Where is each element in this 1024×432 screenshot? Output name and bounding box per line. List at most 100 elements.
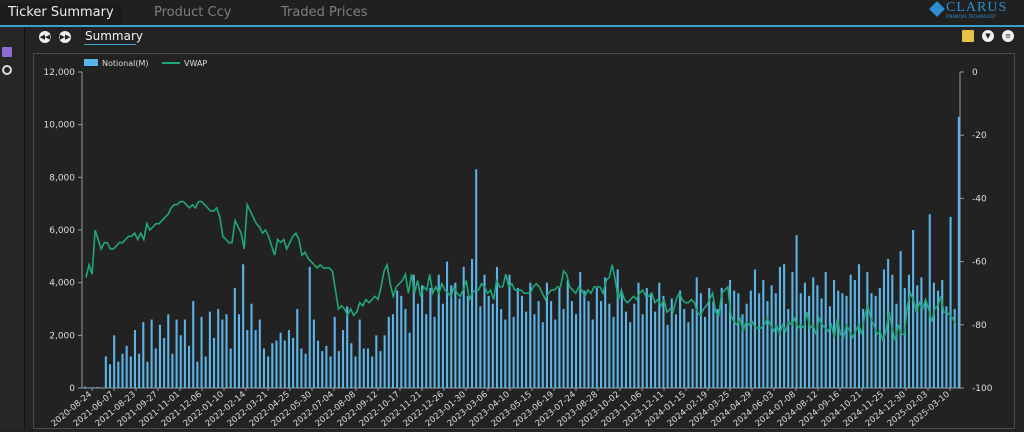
notional-bar — [84, 386, 87, 388]
notional-bar — [233, 287, 236, 388]
notional-bar — [787, 309, 790, 388]
notional-bar — [595, 287, 598, 388]
notional-bar — [183, 319, 186, 388]
notional-bar — [188, 345, 191, 388]
notional-bar — [113, 335, 116, 388]
collapse-icon[interactable]: ≡ — [1002, 30, 1014, 42]
notional-bar — [462, 266, 465, 388]
notional-bar — [862, 309, 865, 388]
notional-bar — [820, 298, 823, 388]
notional-bar — [537, 301, 540, 388]
notional-bar — [624, 311, 628, 388]
notional-bar — [670, 298, 673, 388]
notional-bar — [583, 290, 586, 388]
notional-bar — [558, 287, 561, 388]
notional-bar — [795, 235, 798, 388]
notional-bar — [841, 293, 844, 388]
notional-bar — [953, 309, 956, 388]
right-tick-label: -80 — [972, 321, 987, 331]
notional-bar — [907, 274, 910, 388]
logo-mark-icon — [929, 1, 945, 17]
notional-bar — [541, 322, 544, 388]
notional-bar — [899, 251, 902, 388]
notional-bar — [916, 285, 919, 388]
tab-bar: Ticker Summary Product Ccy Traded Prices… — [0, 0, 1024, 27]
subtab-underline — [84, 44, 136, 45]
notional-bar — [450, 285, 453, 388]
notional-bar — [824, 272, 827, 388]
notional-bar — [774, 293, 777, 388]
notional-bar — [604, 277, 607, 388]
tab-product-ccy[interactable]: Product Ccy — [154, 5, 232, 20]
notional-bar — [163, 337, 166, 388]
calendar-icon[interactable] — [2, 47, 12, 57]
notional-bar — [108, 364, 112, 388]
notional-bar — [92, 387, 95, 388]
legend-notional-swatch — [84, 59, 98, 66]
notional-bar — [142, 322, 145, 388]
notional-bar — [312, 319, 315, 388]
notional-bar — [866, 272, 869, 388]
notional-bar — [225, 314, 228, 388]
notional-bar — [171, 353, 174, 388]
chevron-down-icon[interactable]: ▼ — [982, 30, 994, 42]
notional-bar — [317, 340, 320, 388]
tab-ticker-summary[interactable]: Ticker Summary — [0, 3, 122, 25]
notional-bar — [803, 282, 806, 388]
notional-bar — [533, 314, 536, 388]
notional-bar — [516, 287, 519, 388]
left-tick-label: 10,000 — [44, 121, 76, 131]
left-tick-label: 6,000 — [49, 226, 75, 236]
right-tick-label: -100 — [972, 384, 993, 394]
notional-bar — [100, 387, 103, 388]
notional-bar — [433, 316, 436, 388]
right-tick-label: -40 — [972, 194, 987, 204]
notional-bar — [362, 348, 365, 388]
notional-bar — [554, 319, 557, 388]
notional-bar — [882, 269, 886, 388]
notional-bar — [350, 343, 353, 388]
fast-forward-icon[interactable]: ▶▶ — [59, 31, 71, 43]
notional-bar — [138, 353, 141, 388]
notional-bar — [687, 322, 690, 388]
notional-bar — [154, 348, 157, 388]
notional-bar — [329, 356, 332, 388]
subtab-summary[interactable]: Summary — [85, 29, 143, 43]
notional-bar — [487, 295, 490, 388]
notional-bar — [346, 306, 349, 388]
notional-bar — [662, 295, 665, 388]
magnifier-icon[interactable] — [2, 65, 12, 75]
notional-bar — [96, 386, 99, 388]
notional-bar — [258, 319, 261, 388]
notional-bar — [649, 293, 652, 388]
notional-bar — [633, 303, 636, 388]
notional-bar — [279, 332, 282, 388]
chart-panel: 0 2,000 4,000 6,000 8,000 10,000 12,000 0 -20 -40… — [33, 53, 1015, 429]
notional-bar — [341, 330, 345, 388]
notional-bar — [529, 282, 532, 388]
notional-bar — [837, 290, 840, 388]
left-tick-label: 2,000 — [49, 331, 75, 341]
document-icon[interactable] — [962, 30, 974, 42]
notional-bar — [458, 298, 461, 388]
notional-bar — [812, 277, 815, 388]
notional-bar — [845, 295, 848, 388]
tab-traded-prices[interactable]: Traded Prices — [281, 5, 368, 20]
notional-bar — [396, 290, 399, 388]
rewind-icon[interactable]: ◀◀ — [39, 31, 51, 43]
chart-svg: 0 2,000 4,000 6,000 8,000 10,000 12,000 0 -20 -40… — [44, 59, 993, 429]
notional-bar — [941, 280, 944, 388]
notional-bar — [296, 309, 299, 388]
notional-bar — [237, 314, 241, 388]
notional-bar — [208, 311, 211, 388]
notional-bar — [520, 295, 523, 388]
notional-bar — [645, 287, 648, 388]
notional-bar — [724, 303, 727, 388]
notional-bar — [575, 314, 578, 388]
notional-bar — [545, 282, 548, 388]
notional-bar — [408, 332, 411, 388]
left-tick-label: 12,000 — [44, 68, 76, 78]
notional-bar — [924, 301, 927, 388]
notional-bar — [391, 314, 394, 388]
notional-bar — [283, 340, 286, 388]
